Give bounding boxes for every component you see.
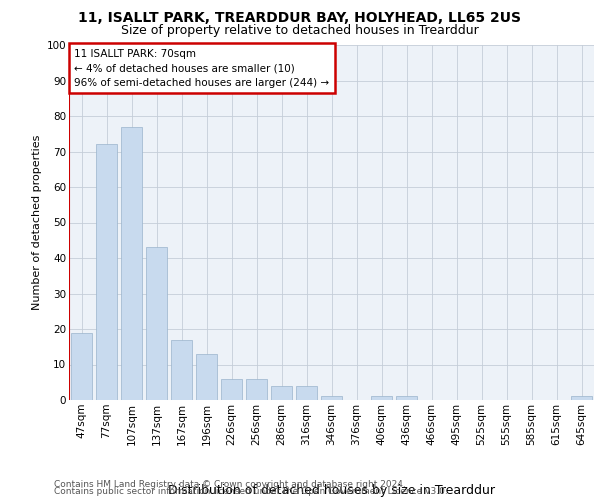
Bar [321,396,342,400]
Bar [121,126,142,400]
Bar [96,144,117,400]
X-axis label: Distribution of detached houses by size in Trearddur: Distribution of detached houses by size … [168,484,495,497]
Bar [196,354,217,400]
Text: Contains HM Land Registry data © Crown copyright and database right 2024.: Contains HM Land Registry data © Crown c… [54,480,406,489]
Bar [246,378,267,400]
Bar [271,386,292,400]
Bar [146,248,167,400]
Bar [171,340,192,400]
Bar [571,396,592,400]
Bar [396,396,417,400]
Y-axis label: Number of detached properties: Number of detached properties [32,135,43,310]
Text: Size of property relative to detached houses in Trearddur: Size of property relative to detached ho… [121,24,479,37]
Bar [221,378,242,400]
Text: 11 ISALLT PARK: 70sqm
← 4% of detached houses are smaller (10)
96% of semi-detac: 11 ISALLT PARK: 70sqm ← 4% of detached h… [74,48,329,88]
Bar [371,396,392,400]
Bar [296,386,317,400]
Text: Contains public sector information licensed under the Open Government Licence v3: Contains public sector information licen… [54,488,448,496]
Bar [71,332,92,400]
Text: 11, ISALLT PARK, TREARDDUR BAY, HOLYHEAD, LL65 2US: 11, ISALLT PARK, TREARDDUR BAY, HOLYHEAD… [79,11,521,25]
